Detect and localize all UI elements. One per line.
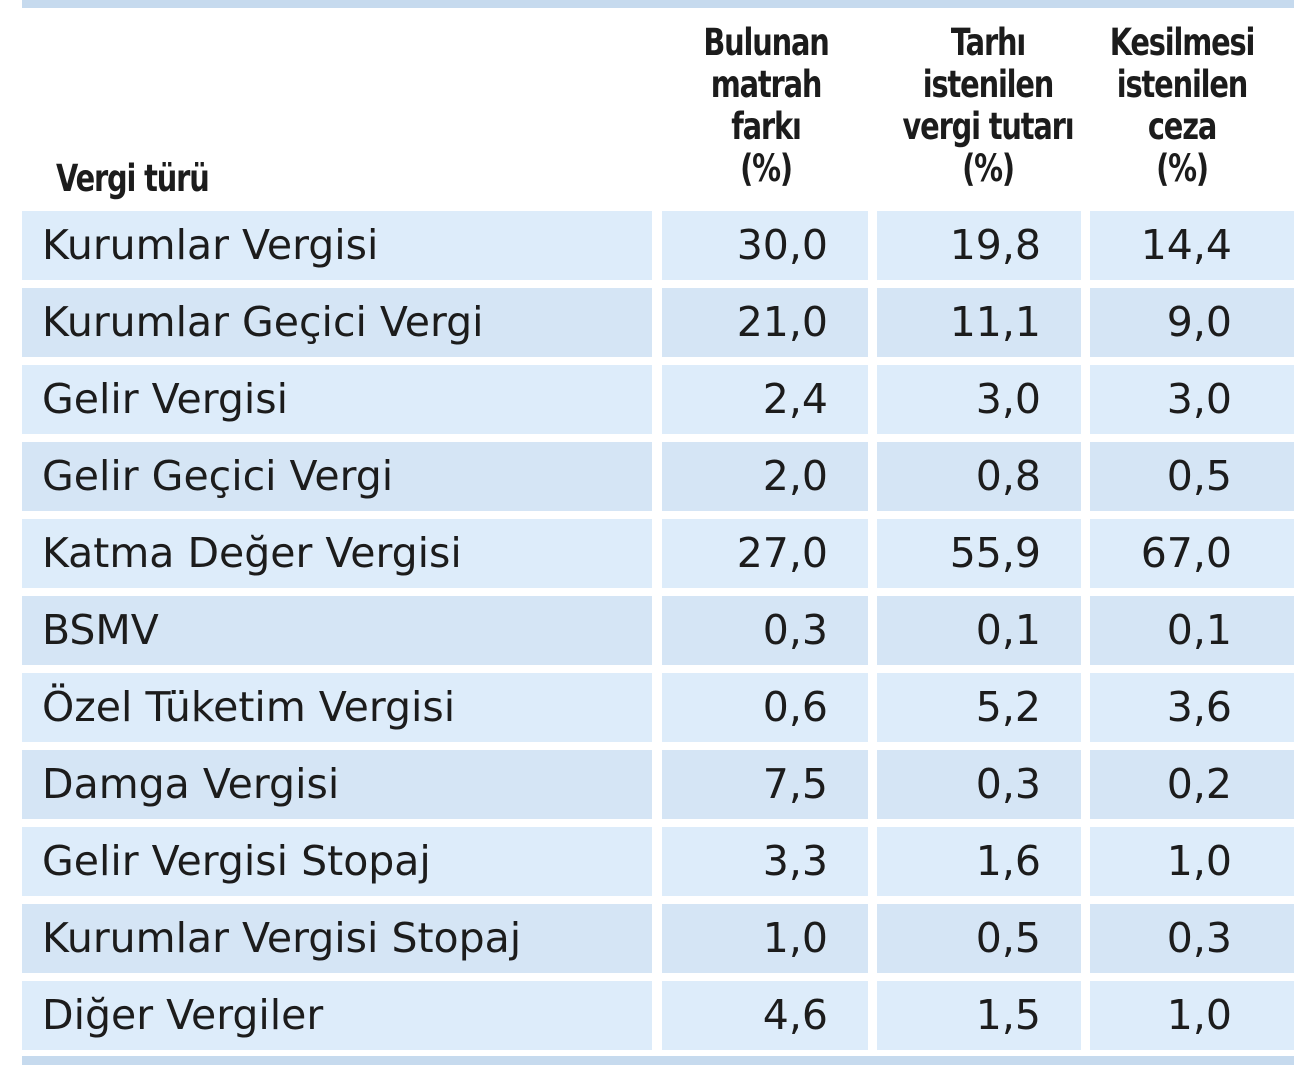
cell-ceza: 0,2 [1090,750,1294,819]
table-row: BSMV 0,3 0,1 0,1 [22,596,1294,665]
cell-ceza: 14,4 [1090,211,1294,280]
cell-vergi-tutari: 11,1 [877,288,1081,357]
cell-matrah-farki: 2,0 [662,442,868,511]
cell-ceza: 3,6 [1090,673,1294,742]
header-line: istenilen [1116,63,1249,106]
table-row: Gelir Vergisi 2,4 3,0 3,0 [22,365,1294,434]
cell-matrah-farki: 7,5 [662,750,868,819]
cell-vergi-turu: Diğer Vergiler [22,981,652,1050]
table-row: Kurumlar Vergisi Stopaj 1,0 0,5 0,3 [22,904,1294,973]
table-row: Gelir Geçici Vergi 2,0 0,8 0,5 [22,442,1294,511]
header-vergi-tutari: Tarhı istenilen vergi tutarı (%) [887,22,1090,190]
table-body: Kurumlar Vergisi 30,0 19,8 14,4 Kurumlar… [22,211,1294,1058]
header-line: Bulunan [703,21,830,64]
header-line: Tarhı [950,21,1026,64]
table-row: Gelir Vergisi Stopaj 3,3 1,6 1,0 [22,827,1294,896]
table-row: Kurumlar Geçici Vergi 21,0 11,1 9,0 [22,288,1294,357]
cell-ceza: 1,0 [1090,827,1294,896]
cell-ceza: 0,5 [1090,442,1294,511]
cell-vergi-turu: Gelir Geçici Vergi [22,442,652,511]
header-vergi-turu: Vergi türü [56,157,210,200]
cell-matrah-farki: 3,3 [662,827,868,896]
header-line: Kesilmesi [1109,21,1256,64]
cell-vergi-turu: Gelir Vergisi [22,365,652,434]
cell-ceza: 67,0 [1090,519,1294,588]
cell-vergi-tutari: 3,0 [877,365,1081,434]
cell-vergi-tutari: 5,2 [877,673,1081,742]
table-row: Özel Tüketim Vergisi 0,6 5,2 3,6 [22,673,1294,742]
cell-matrah-farki: 4,6 [662,981,868,1050]
cell-matrah-farki: 21,0 [662,288,868,357]
table-row: Damga Vergisi 7,5 0,3 0,2 [22,750,1294,819]
cell-vergi-turu: Katma Değer Vergisi [22,519,652,588]
header-line: ceza [1147,105,1217,148]
cell-vergi-tutari: 55,9 [877,519,1081,588]
cell-matrah-farki: 1,0 [662,904,868,973]
cell-matrah-farki: 0,3 [662,596,868,665]
cell-vergi-tutari: 0,3 [877,750,1081,819]
cell-vergi-turu: Kurumlar Vergisi Stopaj [22,904,652,973]
cell-vergi-tutari: 1,6 [877,827,1081,896]
cell-vergi-tutari: 0,8 [877,442,1081,511]
header-line: (%) [740,147,793,190]
cell-ceza: 3,0 [1090,365,1294,434]
cell-vergi-turu: Kurumlar Geçici Vergi [22,288,652,357]
header-matrah-farki: Bulunan matrah farkı (%) [665,22,868,190]
cell-vergi-turu: Özel Tüketim Vergisi [22,673,652,742]
cell-ceza: 0,1 [1090,596,1294,665]
cell-ceza: 0,3 [1090,904,1294,973]
header-line: (%) [1156,147,1209,190]
table-row: Kurumlar Vergisi 30,0 19,8 14,4 [22,211,1294,280]
cell-matrah-farki: 0,6 [662,673,868,742]
header-ceza: Kesilmesi istenilen ceza (%) [1081,22,1284,190]
header-line: (%) [962,147,1015,190]
cell-vergi-tutari: 19,8 [877,211,1081,280]
cell-matrah-farki: 30,0 [662,211,868,280]
top-rule [22,0,1294,8]
cell-ceza: 9,0 [1090,288,1294,357]
header-line: matrah [710,63,823,106]
cell-vergi-turu: Kurumlar Vergisi [22,211,652,280]
cell-vergi-tutari: 0,5 [877,904,1081,973]
bottom-rule [22,1056,1294,1065]
cell-vergi-turu: Gelir Vergisi Stopaj [22,827,652,896]
header-line: istenilen [922,63,1055,106]
table-row: Katma Değer Vergisi 27,0 55,9 67,0 [22,519,1294,588]
cell-vergi-turu: Damga Vergisi [22,750,652,819]
header-line: farkı [731,105,802,148]
table-row: Diğer Vergiler 4,6 1,5 1,0 [22,981,1294,1050]
cell-vergi-turu: BSMV [22,596,652,665]
header-line: vergi tutarı [902,105,1075,148]
cell-ceza: 1,0 [1090,981,1294,1050]
cell-vergi-tutari: 0,1 [877,596,1081,665]
cell-matrah-farki: 27,0 [662,519,868,588]
cell-vergi-tutari: 1,5 [877,981,1081,1050]
cell-matrah-farki: 2,4 [662,365,868,434]
